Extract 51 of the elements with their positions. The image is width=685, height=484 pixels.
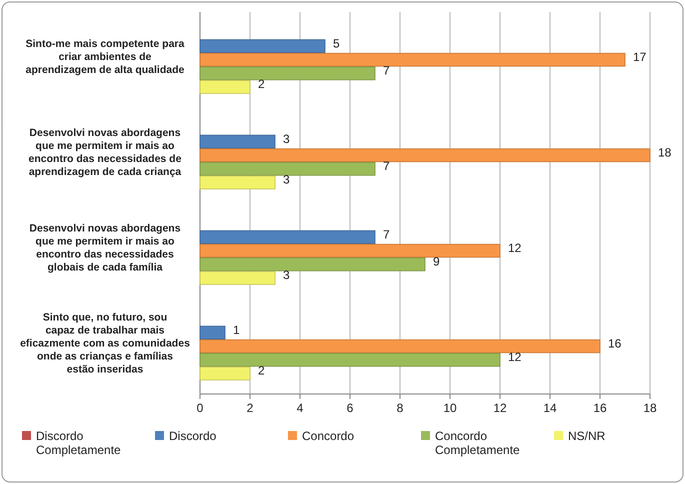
bar bbox=[200, 80, 250, 94]
y-tick-label: Desenvolvi novas abordagens que me permitem ir mais ao encontro das necessidades de aprendizagem de cada criança bbox=[28, 126, 182, 178]
bar bbox=[200, 148, 650, 162]
data-label: 2 bbox=[258, 364, 265, 378]
data-label: 3 bbox=[283, 132, 290, 146]
legend-label: Discordo bbox=[169, 429, 217, 443]
data-label: 18 bbox=[658, 145, 672, 160]
bar bbox=[200, 230, 376, 244]
y-tick-label: Desenvolvi novas abordagens que me permitem ir mais ao encontro das necessidades globais de cada família bbox=[29, 222, 181, 274]
y-tick-label: Sinto que, no futuro, sou capaz de trabalhar mais eficazmente com as comunidades onde as crianças e famílias estão inseridas bbox=[20, 311, 190, 376]
bar bbox=[200, 326, 226, 340]
y-tick-label: Sinto-me mais competente para criar ambientes de aprendizagem de alta qualidade bbox=[26, 38, 185, 76]
bar bbox=[200, 176, 276, 190]
bar bbox=[200, 339, 600, 354]
data-label: 12 bbox=[508, 350, 522, 364]
x-tick-label: 16 bbox=[593, 401, 607, 415]
x-tick-label: 2 bbox=[246, 401, 254, 415]
bar bbox=[200, 244, 500, 258]
x-tick-label: 0 bbox=[196, 401, 204, 415]
bar bbox=[200, 366, 250, 380]
legend-label: Concordo bbox=[302, 429, 354, 443]
bar bbox=[200, 66, 376, 80]
data-label: 2 bbox=[258, 77, 265, 92]
x-tick-label: 6 bbox=[346, 401, 354, 415]
x-tick-label: 4 bbox=[296, 401, 304, 415]
legend-label: NS/NR bbox=[568, 429, 606, 443]
data-label: 12 bbox=[508, 240, 522, 255]
data-label: 3 bbox=[283, 268, 290, 282]
bar bbox=[200, 271, 276, 285]
bar bbox=[200, 134, 276, 148]
data-label: 1 bbox=[233, 322, 240, 337]
x-tick-label: 10 bbox=[443, 401, 457, 415]
bar bbox=[200, 258, 426, 272]
data-label: 9 bbox=[433, 254, 440, 269]
data-label: 16 bbox=[608, 336, 622, 350]
bar bbox=[200, 353, 500, 367]
legend-label: Discordo Completamente bbox=[36, 429, 122, 457]
data-label: 7 bbox=[383, 227, 390, 242]
x-tick-label: 14 bbox=[543, 401, 557, 415]
data-label: 5 bbox=[333, 36, 340, 50]
x-tick-label: 18 bbox=[643, 401, 657, 415]
data-label: 7 bbox=[383, 64, 390, 78]
legend-label: Concordo Completamente bbox=[435, 429, 520, 457]
x-tick-label: 8 bbox=[396, 401, 404, 415]
data-label: 7 bbox=[383, 159, 390, 174]
bar bbox=[200, 162, 376, 176]
bar bbox=[200, 52, 626, 67]
data-label: 17 bbox=[633, 50, 647, 64]
data-label: 3 bbox=[283, 172, 290, 187]
x-tick-label: 12 bbox=[493, 401, 507, 415]
bar bbox=[200, 39, 326, 53]
